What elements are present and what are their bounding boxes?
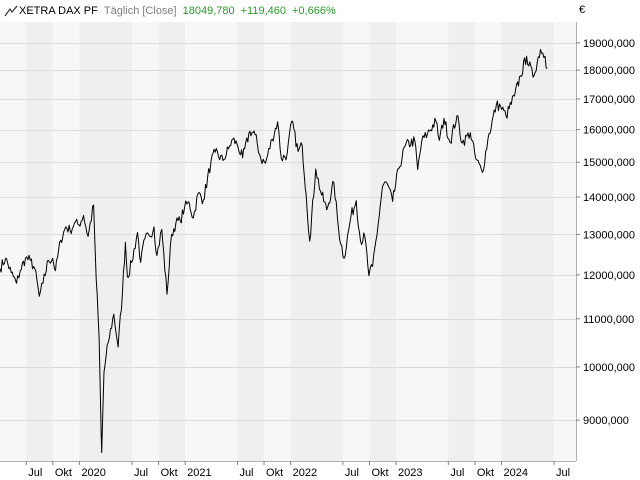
price-series-line	[0, 49, 548, 454]
frequency-label: Täglich [Close]	[103, 5, 177, 17]
x-tick-label: Okt	[477, 467, 494, 479]
time-band	[264, 22, 291, 461]
x-tick-label: Jul	[239, 467, 253, 479]
time-band	[185, 22, 238, 461]
y-tick-label: 9000,000	[583, 415, 629, 427]
time-band	[290, 22, 343, 461]
x-tick-label: Jul	[28, 467, 42, 479]
time-band	[52, 22, 80, 461]
y-tick-label: 15000,000	[583, 157, 635, 169]
x-tick-label: Okt	[161, 467, 178, 479]
x-tick-label: Jul	[134, 467, 148, 479]
change-value: +119,460	[240, 5, 286, 17]
y-tick-label: 12000,000	[583, 270, 635, 282]
x-tick-label: Okt	[371, 467, 388, 479]
y-tick-label: 18000,000	[583, 65, 635, 77]
time-band	[369, 22, 397, 461]
y-tick-label: 11000,000	[583, 314, 634, 326]
y-tick-label: 13000,000	[583, 229, 635, 241]
currency-unit: €	[579, 4, 586, 16]
chart-header: XETRA DAX PF Täglich [Close] 18049,780 +…	[0, 0, 342, 22]
time-band	[0, 22, 27, 461]
x-tick-label: 2023	[398, 467, 422, 479]
x-tick-label: 2021	[187, 467, 211, 479]
x-tick-label: Jul	[556, 467, 570, 479]
x-tick-label: Jul	[345, 467, 359, 479]
line-chart-icon	[4, 5, 18, 17]
change-percent: +0,666%	[292, 5, 336, 17]
time-band	[26, 22, 53, 461]
time-band	[501, 22, 555, 461]
instrument-name: XETRA DAX PF	[19, 5, 98, 17]
time-band	[396, 22, 449, 461]
x-tick-label: 2022	[293, 467, 317, 479]
x-tick-label: Okt	[55, 467, 72, 479]
x-tick-label: 2020	[81, 467, 105, 479]
last-value: 18049,780	[182, 5, 235, 17]
time-band	[79, 22, 133, 461]
x-tick-label: Okt	[266, 467, 283, 479]
y-tick-label: 10000,000	[583, 362, 635, 374]
time-band	[474, 22, 502, 461]
time-band	[237, 22, 265, 461]
y-tick-label: 16000,000	[583, 125, 635, 137]
time-band	[554, 22, 576, 461]
y-tick-label: 17000,000	[583, 94, 635, 106]
time-band	[448, 22, 475, 461]
x-tick-label: 2024	[503, 467, 527, 479]
x-tick-label: Jul	[450, 467, 464, 479]
y-tick-label: 19000,000	[583, 38, 635, 50]
y-tick-label: 14000,000	[583, 192, 635, 204]
